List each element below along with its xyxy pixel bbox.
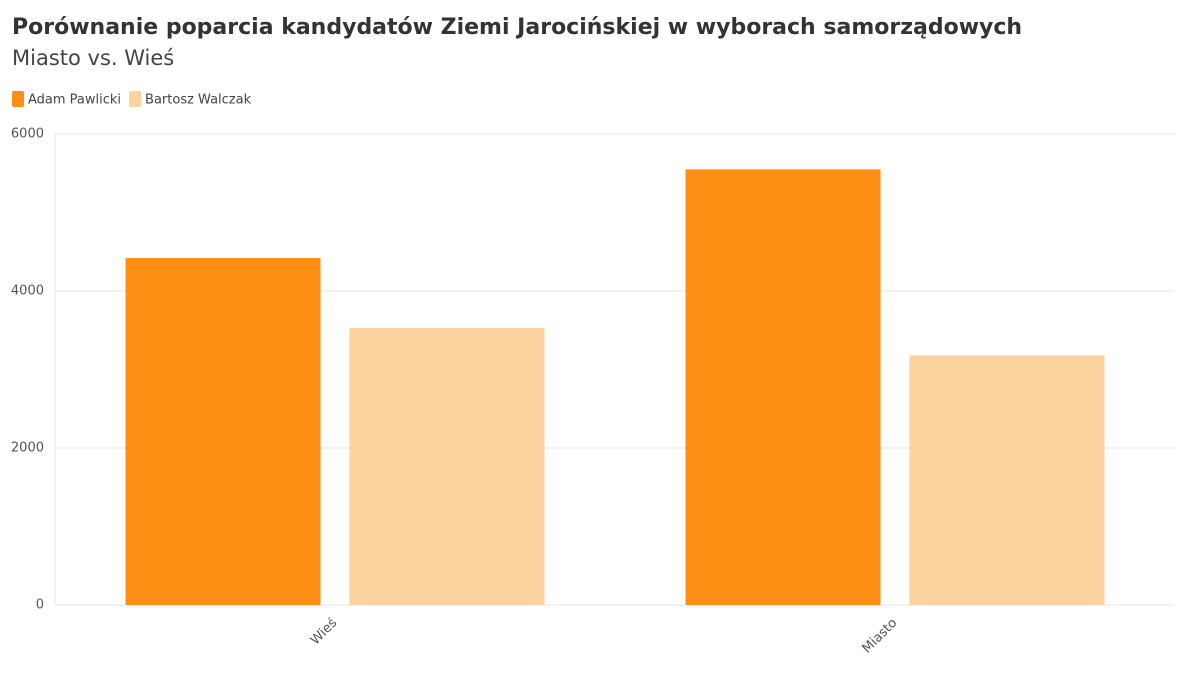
chart-title: Porównanie poparcia kandydatów Ziemi Jar…	[12, 15, 1022, 40]
x-tick-label: Wieś	[308, 616, 341, 649]
y-tick-label: 6000	[11, 127, 44, 142]
bar	[909, 355, 1105, 605]
bar	[685, 169, 881, 605]
bar	[125, 258, 321, 605]
legend-label: Bartosz Walczak	[145, 93, 252, 108]
bar	[349, 327, 545, 605]
y-tick-label: 2000	[11, 441, 44, 456]
legend-swatch	[129, 91, 142, 107]
legend-swatch	[12, 91, 24, 107]
y-tick-label: 4000	[11, 284, 44, 299]
x-tick-label: Miasto	[860, 616, 901, 657]
y-tick-label: 0	[36, 598, 44, 613]
chart-subtitle: Miasto vs. Wieś	[12, 46, 174, 70]
legend-label: Adam Pawlicki	[28, 93, 121, 108]
